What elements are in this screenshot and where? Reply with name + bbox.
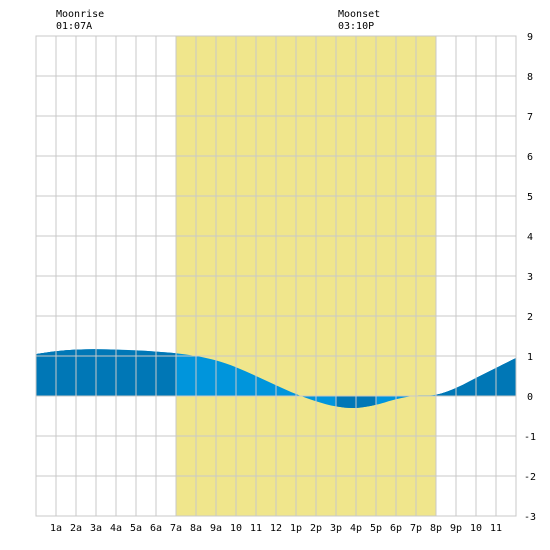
y-tick-label: 3 — [527, 272, 533, 283]
y-tick-label: -2 — [524, 472, 536, 483]
x-tick-label: 5a — [130, 523, 142, 534]
x-tick-label: 7p — [410, 523, 422, 534]
x-tick-label: 10 — [230, 523, 242, 534]
moonset-time: 03:10P — [338, 21, 374, 32]
x-tick-label: 8p — [430, 523, 442, 534]
axis-labels-layer: 1a 2a 3a 4a 5a 6a 7a 8a 9a 10 11 12 1p 2p 3p 4p 5p 6p 7p 8p… — [50, 32, 536, 534]
moonrise-time: 01:07A — [56, 21, 92, 32]
plot-border — [35, 35, 517, 517]
x-tick-label: 5p — [370, 523, 382, 534]
x-tick-label: 12 — [270, 523, 282, 534]
x-tick-label: 9p — [450, 523, 462, 534]
y-tick-label: -1 — [524, 432, 536, 443]
x-tick-label: 2p — [310, 523, 322, 534]
moonset-label: Moonset — [338, 9, 380, 20]
x-tick-label: 10 — [470, 523, 482, 534]
grid-layer — [35, 35, 517, 517]
moonrise-label: Moonrise — [56, 9, 104, 20]
x-tick-label: 3p — [330, 523, 342, 534]
x-tick-label: 7a — [170, 523, 182, 534]
y-tick-label: 7 — [527, 112, 533, 123]
x-tick-label: 9a — [210, 523, 222, 534]
x-tick-label: 2a — [70, 523, 82, 534]
x-tick-label: 4a — [110, 523, 122, 534]
y-tick-label: 0 — [527, 392, 533, 403]
y-tick-label: 4 — [527, 232, 533, 243]
x-tick-label: 1p — [290, 523, 302, 534]
y-tick-label: 2 — [527, 312, 533, 323]
y-tick-label: 8 — [527, 72, 533, 83]
y-tick-label: 5 — [527, 192, 533, 203]
y-tick-label: 9 — [527, 32, 533, 43]
x-tick-label: 6a — [150, 523, 162, 534]
x-tick-label: 8a — [190, 523, 202, 534]
x-tick-label: 11 — [490, 523, 502, 534]
x-tick-label: 6p — [390, 523, 402, 534]
x-tick-label: 4p — [350, 523, 362, 534]
y-tick-label: 1 — [527, 352, 533, 363]
x-tick-label: 3a — [90, 523, 102, 534]
y-tick-label: -3 — [524, 512, 536, 523]
x-tick-label: 1a — [50, 523, 62, 534]
x-tick-label: 11 — [250, 523, 262, 534]
y-tick-label: 6 — [527, 152, 533, 163]
